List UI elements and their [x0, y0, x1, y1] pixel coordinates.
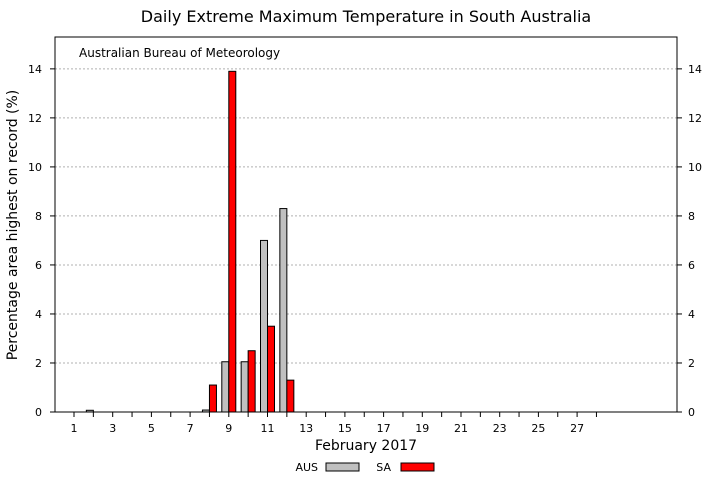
- bar-sa-day-8: [208, 384, 217, 413]
- y-tick-label-left: 8: [35, 210, 42, 223]
- y-tick-label-right: 4: [688, 308, 695, 321]
- legend-swatch-aus: [325, 462, 360, 472]
- x-axis-label: February 2017: [315, 438, 417, 454]
- y-tick-label-left: 10: [28, 161, 42, 174]
- bar-aus-day-10: [240, 361, 249, 413]
- y-tick-label-left: 12: [28, 112, 42, 125]
- x-tick-label: 19: [415, 422, 429, 435]
- bar-aus-day-8: [201, 409, 210, 413]
- bar-aus-day-9: [221, 361, 230, 413]
- y-axis-label: Percentage area highest on record (%): [5, 90, 21, 361]
- y-tick-label-right: 0: [688, 406, 695, 419]
- plot-frame: [54, 36, 678, 413]
- x-axis: 1 3 5 7 9 11 13 15 17 19 21 23 25 27: [71, 412, 597, 435]
- y-tick-label-left: 14: [28, 63, 42, 76]
- x-tick-label: 1: [71, 422, 78, 435]
- legend-label-aus: AUS: [295, 461, 318, 474]
- x-tick-label: 21: [454, 422, 468, 435]
- x-tick-label: 13: [299, 422, 313, 435]
- x-tick-label: 15: [338, 422, 352, 435]
- x-tick-label: 5: [148, 422, 155, 435]
- bar-aus-day-11: [260, 239, 268, 413]
- y-tick-label-left: 4: [35, 308, 42, 321]
- x-tick-label: 9: [225, 422, 232, 435]
- x-tick-label: 17: [377, 422, 391, 435]
- legend-label-sa: SA: [376, 461, 391, 474]
- bar-sa-day-10: [247, 350, 256, 413]
- y-tick-label-left: 0: [35, 406, 42, 419]
- x-tick-label: 25: [531, 422, 545, 435]
- source-annotation: Australian Bureau of Meteorology: [79, 46, 280, 60]
- y-tick-label-left: 2: [35, 357, 42, 370]
- y-tick-label-right: 8: [688, 210, 695, 223]
- y-tick-label-right: 12: [688, 112, 702, 125]
- y-tick-label-right: 10: [688, 161, 702, 174]
- legend-swatch-sa: [400, 462, 435, 472]
- x-tick-label: 3: [109, 422, 116, 435]
- bar-sa-day-12: [286, 379, 295, 413]
- y-tick-label-right: 2: [688, 357, 695, 370]
- legend: AUS SA: [295, 461, 435, 474]
- bar-sa-day-9: [228, 70, 237, 413]
- y-tick-label-right: 14: [688, 63, 702, 76]
- bar-aus-day-12: [279, 208, 288, 413]
- chart-title: Daily Extreme Maximum Temperature in Sou…: [141, 7, 591, 26]
- bars: [85, 70, 295, 413]
- bar-sa-day-11: [267, 325, 275, 413]
- x-tick-label: 11: [261, 422, 275, 435]
- x-tick-label: 7: [187, 422, 194, 435]
- y-tick-label-left: 6: [35, 259, 42, 272]
- y-axis-left: 0 2 4 6 8 10 12 14: [28, 63, 55, 419]
- bar-aus-day-2: [85, 409, 94, 413]
- gridlines: [55, 68, 677, 364]
- y-axis-right: 0 2 4 6 8 10 12 14: [677, 63, 702, 419]
- x-tick-label: 27: [570, 422, 584, 435]
- x-tick-label: 23: [493, 422, 507, 435]
- y-tick-label-right: 6: [688, 259, 695, 272]
